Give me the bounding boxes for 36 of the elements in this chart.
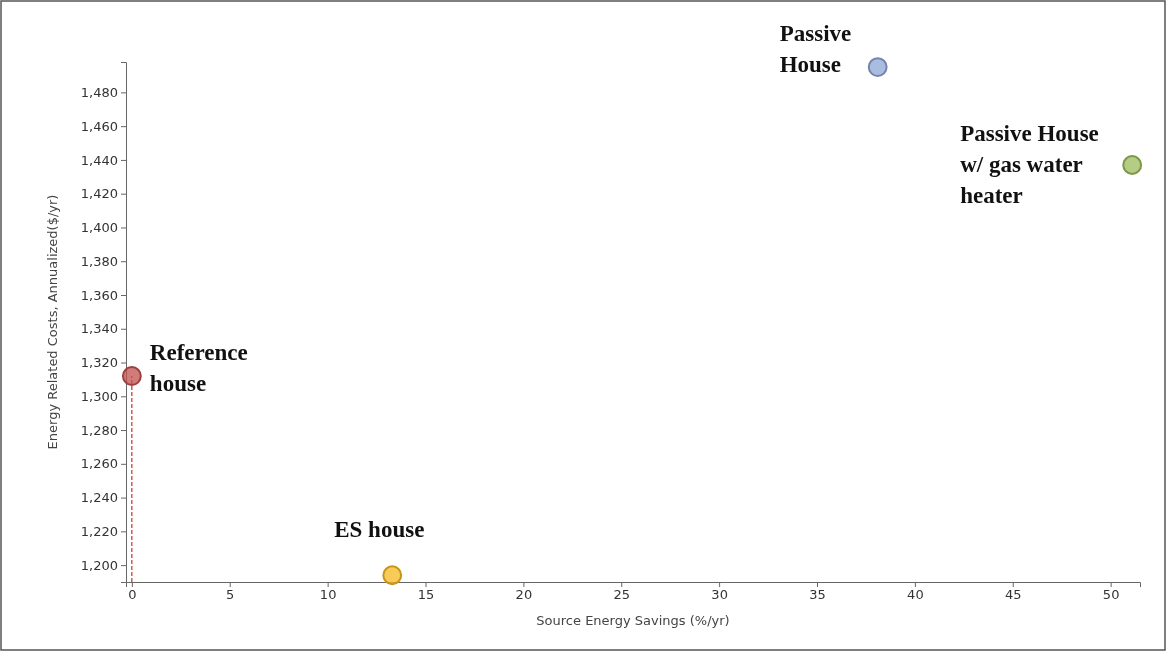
x-tick-label: 0 — [128, 587, 137, 603]
y-tick-label: 1,440 — [80, 152, 118, 168]
y-tick-label: 1,200 — [80, 557, 118, 573]
x-tick-label: 35 — [809, 587, 826, 603]
y-tick-label: 1,240 — [80, 490, 118, 506]
x-tick-label: 20 — [515, 587, 533, 603]
y-tick-label: 1,360 — [80, 287, 118, 303]
x-tick-label: 15 — [417, 587, 435, 603]
point — [121, 366, 142, 386]
point — [867, 57, 888, 77]
x-tick-label: 30 — [711, 587, 728, 603]
y-tick-label: 1,260 — [80, 456, 118, 472]
y-tick-label: 1,400 — [80, 220, 118, 236]
y-tick-label: 1,460 — [80, 118, 118, 134]
series-label: Passive House — [779, 21, 852, 78]
series-label: ES house — [334, 517, 425, 543]
point — [1122, 155, 1143, 175]
x-tick-label: 25 — [613, 587, 631, 603]
y-tick-label: 1,480 — [80, 85, 118, 101]
series-label: Reference house — [149, 340, 248, 397]
series-label: Passive House w/ gas water heater — [960, 120, 1099, 209]
y-tick-label: 1,220 — [80, 524, 118, 540]
x-tick-label: 5 — [226, 587, 235, 603]
y-tick-label: 1,380 — [80, 253, 118, 269]
y-tick-label: 1,280 — [80, 422, 118, 438]
point — [382, 565, 403, 586]
x-tick-label: 40 — [907, 587, 924, 603]
y-tick-label: 1,300 — [80, 388, 118, 404]
y-tick-label: 1,340 — [80, 321, 118, 337]
y-tick-label: 1,320 — [80, 355, 118, 371]
x-axis-title: Source Energy Savings (%/yr) — [536, 613, 730, 628]
x-tick-label: 50 — [1102, 587, 1120, 603]
y-axis-title: Energy Related Costs, Annualized($/yr) — [45, 194, 60, 450]
y-tick-label: 1,420 — [80, 186, 118, 202]
x-tick-label: 10 — [319, 587, 337, 603]
x-tick-label: 45 — [1004, 587, 1022, 603]
